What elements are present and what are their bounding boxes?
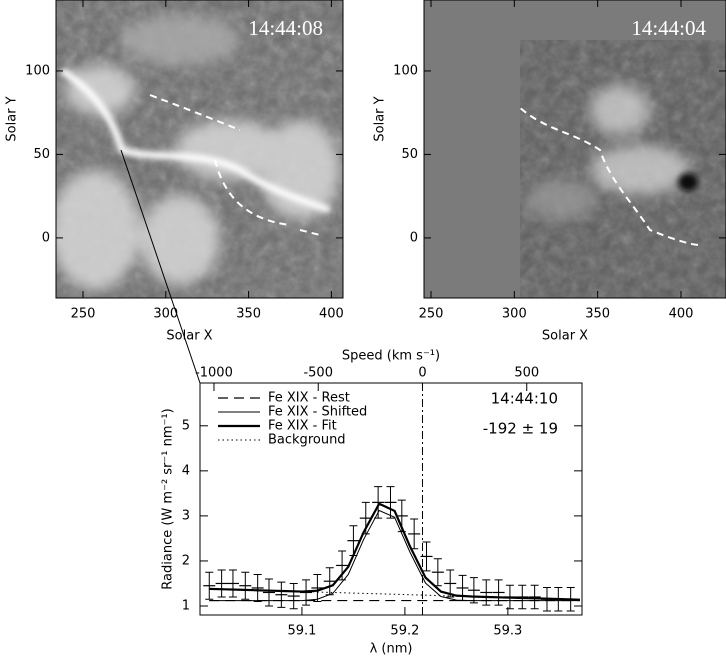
x-axis-label: Solar X	[166, 329, 212, 344]
plot-frame	[423, 0, 726, 299]
legend-label: Fe XIX - Shifted	[268, 405, 367, 420]
y-tick-label: 3	[182, 508, 190, 523]
x-tick-label: 300	[153, 307, 178, 322]
x-tick-label: 59.2	[390, 624, 419, 639]
series-line	[209, 502, 580, 601]
x2-tick-label: -1000	[195, 366, 233, 381]
x-axis-label: λ (nm)	[370, 642, 413, 657]
legend-label: Background	[268, 433, 346, 448]
timestamp: 14:44:04	[631, 16, 706, 40]
connector	[120, 149, 201, 384]
y-axis-label: Radiance (W m⁻² sr⁻¹ nm⁻¹)	[161, 408, 176, 589]
x-tick-label: 250	[419, 307, 444, 322]
x2-tick-label: 0	[418, 366, 426, 381]
timestamp: 14:44:08	[248, 16, 323, 40]
plot-background	[200, 383, 582, 615]
x-tick-label: 350	[585, 307, 610, 322]
annotation: -192 ± 19	[483, 420, 558, 438]
annotation: 14:44:10	[491, 390, 558, 408]
x-tick-label: 59.1	[287, 624, 316, 639]
y-tick-label: 0	[42, 230, 50, 245]
x-tick-label: 300	[502, 307, 527, 322]
y-tick-label: 50	[401, 147, 418, 162]
plot-frame	[55, 0, 344, 299]
x-tick-label: 250	[71, 307, 96, 322]
x-axis-label: Solar X	[542, 329, 588, 344]
y-tick-label: 4	[182, 463, 190, 478]
y-tick-label: 5	[182, 418, 190, 433]
y-axis-label: Solar Y	[5, 96, 20, 141]
x2-tick-label: 500	[514, 366, 539, 381]
legend-label: Fe XIX - Rest	[268, 391, 350, 406]
legend-label: Fe XIX - Fit	[268, 419, 337, 434]
y-tick-label: 100	[393, 63, 418, 78]
y-tick-label: 2	[182, 553, 190, 568]
y-tick-label: 1	[182, 598, 190, 613]
x-tick-label: 400	[669, 307, 694, 322]
euv-image	[520, 40, 726, 298]
y-axis-label: Solar Y	[373, 96, 388, 141]
series-line	[209, 588, 580, 601]
series-line	[209, 509, 580, 602]
plot-frame	[199, 382, 583, 616]
x2-tick-label: -500	[303, 366, 333, 381]
x-tick-label: 59.3	[493, 624, 522, 639]
y-tick-label: 50	[33, 147, 50, 162]
euv-image	[56, 0, 343, 298]
x-tick-label: 400	[319, 307, 344, 322]
x-tick-label: 350	[236, 307, 261, 322]
x2-axis-label: Speed (km s⁻¹)	[342, 349, 440, 364]
y-tick-label: 0	[410, 230, 418, 245]
y-tick-label: 100	[25, 63, 50, 78]
